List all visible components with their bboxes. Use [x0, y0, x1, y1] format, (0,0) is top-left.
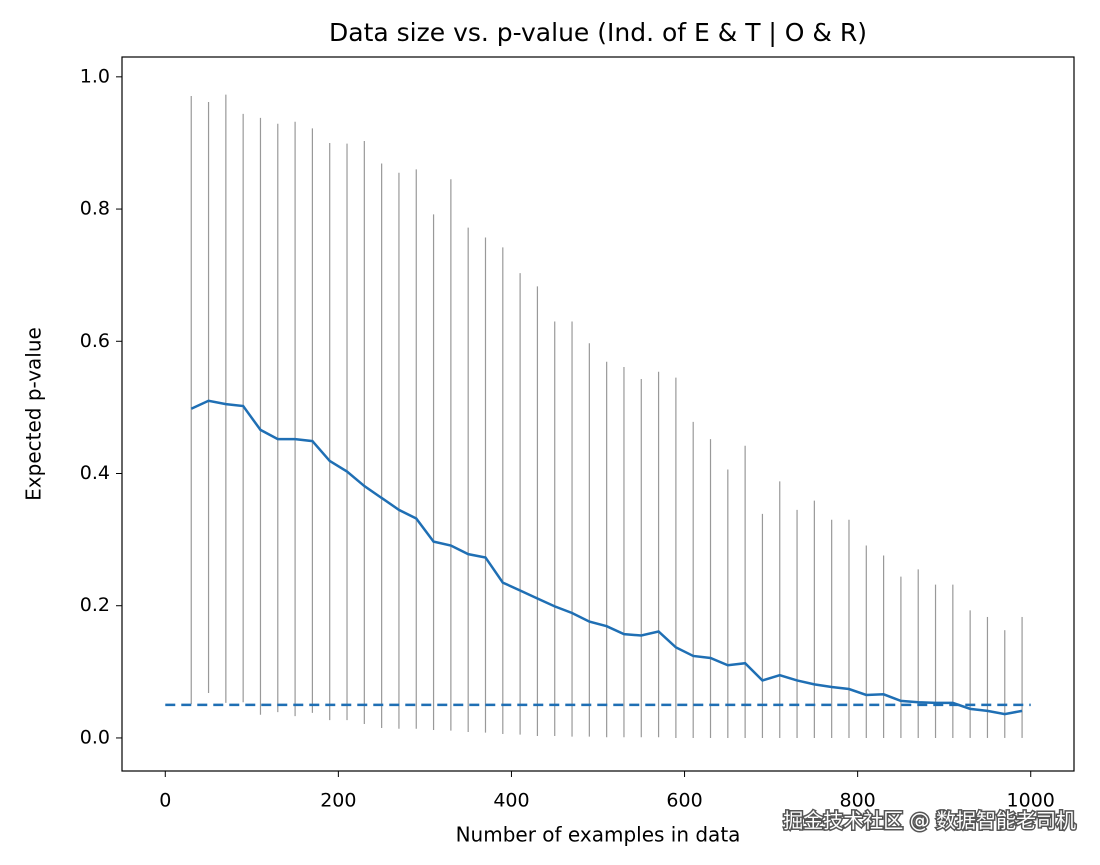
plot-frame — [121, 56, 1075, 772]
x-tick-label: 1000 — [1007, 790, 1055, 812]
chart-title: Data size vs. p-value (Ind. of E & T | O… — [329, 18, 867, 47]
y-tick-label: 0.8 — [80, 198, 110, 220]
x-tick-label: 400 — [493, 790, 529, 812]
y-tick-label: 0.0 — [80, 726, 110, 748]
y-tick-label: 0.6 — [80, 330, 110, 352]
x-tick-label: 200 — [320, 790, 356, 812]
x-tick-label: 800 — [840, 790, 876, 812]
y-tick-label: 0.4 — [80, 462, 110, 484]
x-axis-label: Number of examples in data — [456, 823, 741, 847]
x-tick-label: 600 — [666, 790, 702, 812]
y-tick-label: 1.0 — [80, 65, 110, 87]
watermark: 掘金技术社区 @ 数据智能老司机 — [783, 809, 1076, 833]
y-axis-label: Expected p-value — [22, 327, 46, 501]
y-tick-label: 0.2 — [80, 594, 110, 616]
mean-line — [190, 399, 1023, 716]
x-tick-label: 0 — [159, 790, 171, 812]
